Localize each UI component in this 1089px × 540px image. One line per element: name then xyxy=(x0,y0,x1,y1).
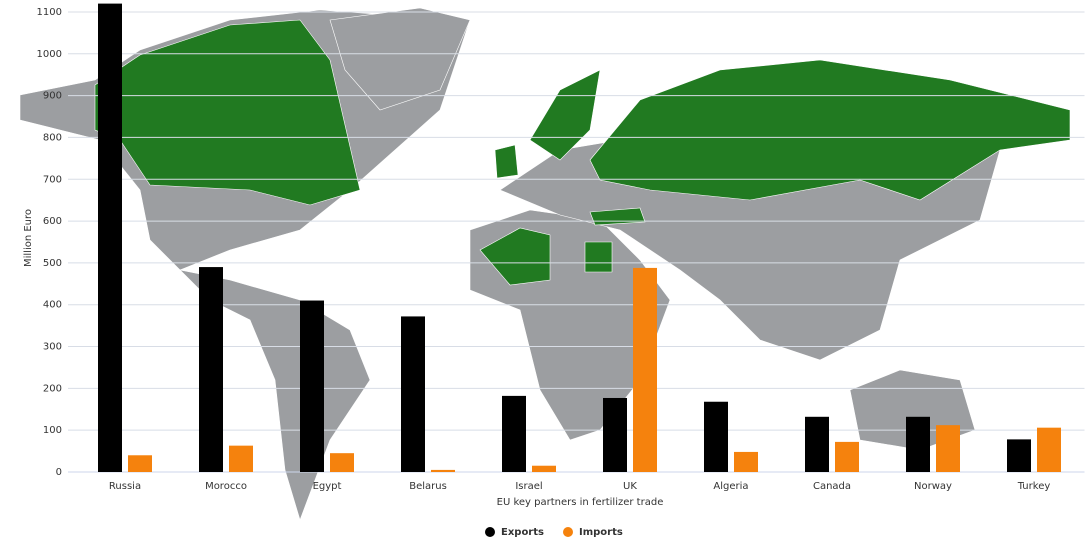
x-tick-label: UK xyxy=(623,481,637,492)
y-tick-label: 800 xyxy=(43,132,62,143)
x-tick-label: Russia xyxy=(109,481,141,492)
x-tick-label: Norway xyxy=(914,481,952,492)
y-tick-label: 400 xyxy=(43,300,62,311)
y-tick-label: 500 xyxy=(43,258,62,269)
y-axis-label: Million Euro xyxy=(23,209,34,267)
legend-label: Exports xyxy=(501,527,544,538)
y-tick-label: 300 xyxy=(43,342,62,353)
bar xyxy=(128,455,152,472)
bar xyxy=(633,267,657,472)
bar xyxy=(835,441,859,472)
legend-marker xyxy=(485,527,495,537)
bar xyxy=(401,316,425,472)
bar xyxy=(603,397,627,472)
x-axis-label: EU key partners in fertilizer trade xyxy=(497,497,664,508)
bar xyxy=(734,451,758,472)
x-tick-label: Morocco xyxy=(205,481,247,492)
bar xyxy=(300,300,324,472)
bar xyxy=(502,395,526,472)
y-tick-label: 1100 xyxy=(37,7,62,18)
y-tick-label: 200 xyxy=(43,383,62,394)
x-tick-label: Belarus xyxy=(409,481,447,492)
x-tick-label: Canada xyxy=(813,481,851,492)
bar xyxy=(199,267,223,472)
bar xyxy=(704,401,728,472)
bar xyxy=(805,416,829,472)
y-tick-label: 0 xyxy=(56,467,62,478)
legend-label: Imports xyxy=(579,527,623,538)
bar xyxy=(330,453,354,472)
y-tick-label: 600 xyxy=(43,216,62,227)
bar xyxy=(906,416,930,472)
bar xyxy=(1007,439,1031,472)
bar xyxy=(936,425,960,472)
y-tick-label: 100 xyxy=(43,425,62,436)
x-tick-label: Egypt xyxy=(313,481,342,492)
x-tick-label: Algeria xyxy=(713,481,748,492)
bar xyxy=(229,445,253,472)
x-tick-label: Israel xyxy=(515,481,542,492)
y-tick-label: 700 xyxy=(43,174,62,185)
bar xyxy=(532,465,556,472)
y-tick-label: 1000 xyxy=(37,49,62,60)
legend-marker xyxy=(563,527,573,537)
bar xyxy=(431,469,455,472)
bar xyxy=(1037,427,1061,472)
x-tick-label: Turkey xyxy=(1017,481,1051,492)
y-tick-label: 900 xyxy=(43,91,62,102)
bar xyxy=(98,3,122,472)
